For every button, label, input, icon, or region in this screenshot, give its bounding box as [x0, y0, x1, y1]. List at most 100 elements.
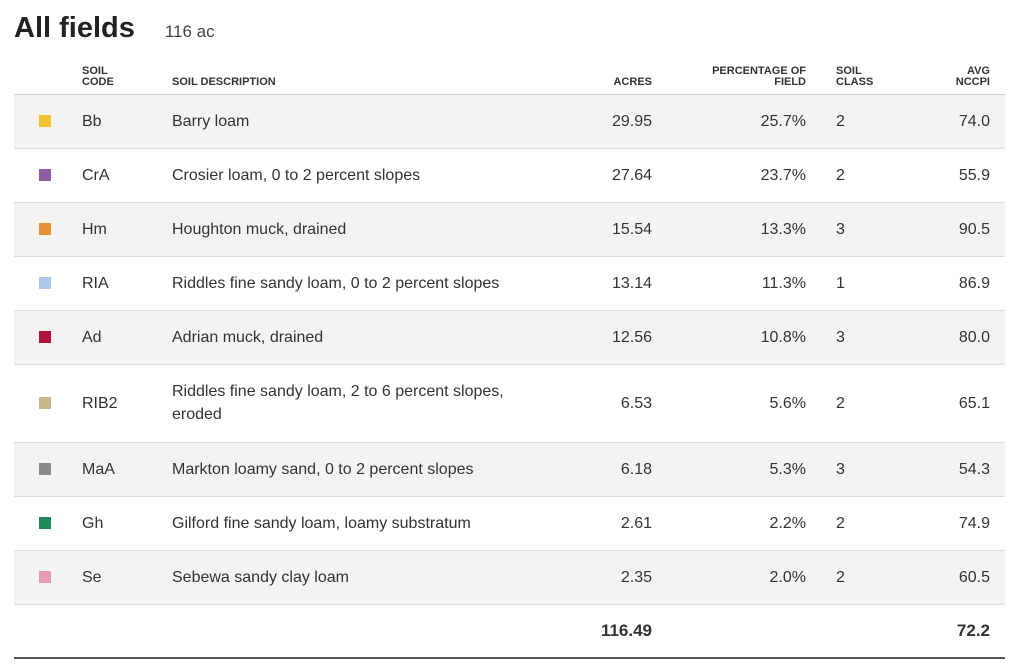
swatch-cell: [14, 256, 68, 311]
acres-cell: 15.54: [560, 202, 652, 257]
header-text: NCCPI: [955, 75, 990, 88]
description-cell: Gilford fine sandy loam, loamy substratu…: [158, 496, 560, 551]
soil-table: SOIL CODE SOIL DESCRIPTION ACRES PERCENTAGE …: [14, 58, 1005, 659]
description-cell: Riddles fine sandy loam, 0 to 2 percent …: [158, 256, 560, 311]
header-cell: [14, 58, 68, 95]
header-text: CLASS: [836, 75, 874, 88]
swatch: [39, 397, 51, 410]
swatch-cell: [14, 496, 68, 551]
percentage-cell: 11.3%: [652, 256, 806, 311]
acres-cell: 6.18: [560, 442, 652, 497]
acres-cell: 12.56: [560, 310, 652, 365]
class-cell: 2: [806, 94, 900, 149]
table-row: Hm Houghton muck, drained 15.54 13.3% 3 90.5: [14, 202, 1005, 257]
code-cell: Gh: [68, 496, 158, 551]
class-cell: 3: [806, 442, 900, 497]
nccpi-cell: 54.3: [900, 442, 1005, 497]
acres-cell: 29.95: [560, 94, 652, 149]
swatch-cell: [14, 202, 68, 257]
empty-cell: [14, 604, 68, 659]
total-acres: 116.49: [560, 604, 652, 659]
percentage-cell: 2.0%: [652, 550, 806, 605]
swatch-cell: [14, 94, 68, 149]
class-cell: 3: [806, 202, 900, 257]
nccpi-cell: 90.5: [900, 202, 1005, 257]
acres-cell: 6.53: [560, 364, 652, 443]
header-cell: SOIL DESCRIPTION: [158, 58, 560, 95]
table-row: Gh Gilford fine sandy loam, loamy substra…: [14, 496, 1005, 551]
swatch: [39, 331, 51, 344]
table-row: RIA Riddles fine sandy loam, 0 to 2 perce…: [14, 256, 1005, 311]
description-cell: Markton loamy sand, 0 to 2 percent slope…: [158, 442, 560, 497]
description-cell: Barry loam: [158, 94, 560, 149]
description-cell: Crosier loam, 0 to 2 percent slopes: [158, 148, 560, 203]
nccpi-cell: 74.0: [900, 94, 1005, 149]
header-cell: ACRES: [560, 58, 652, 95]
percentage-cell: 5.3%: [652, 442, 806, 497]
header-row: SOIL CODE SOIL DESCRIPTION ACRES PERCENTAGE …: [14, 58, 1005, 95]
swatch-cell: [14, 148, 68, 203]
swatch: [39, 463, 51, 476]
total-nccpi: 72.2: [900, 604, 1005, 659]
swatch: [39, 571, 51, 584]
empty-cell: [652, 604, 806, 659]
class-cell: 3: [806, 310, 900, 365]
code-cell: Bb: [68, 94, 158, 149]
nccpi-cell: 80.0: [900, 310, 1005, 365]
code-cell: Hm: [68, 202, 158, 257]
class-cell: 2: [806, 364, 900, 443]
nccpi-cell: 60.5: [900, 550, 1005, 605]
nccpi-cell: 55.9: [900, 148, 1005, 203]
swatch-cell: [14, 550, 68, 605]
header-cell: SOIL CODE: [68, 58, 158, 95]
description-cell: Sebewa sandy clay loam: [158, 550, 560, 605]
header-cell: SOIL CLASS: [806, 58, 900, 95]
code-cell: Se: [68, 550, 158, 605]
swatch: [39, 277, 51, 290]
nccpi-cell: 65.1: [900, 364, 1005, 443]
percentage-cell: 2.2%: [652, 496, 806, 551]
percentage-cell: 10.8%: [652, 310, 806, 365]
description-cell: Riddles fine sandy loam, 2 to 6 percent …: [158, 364, 560, 443]
header-text: AVG: [966, 64, 990, 77]
header-cell: PERCENTAGE OF FIELD: [652, 58, 806, 95]
description-cell: Adrian muck, drained: [158, 310, 560, 365]
code-cell: RIB2: [68, 364, 158, 443]
code-cell: CrA: [68, 148, 158, 203]
acres-cell: 2.35: [560, 550, 652, 605]
code-cell: Ad: [68, 310, 158, 365]
class-cell: 2: [806, 148, 900, 203]
header-text: ACRES: [613, 75, 652, 88]
acres-cell: 27.64: [560, 148, 652, 203]
swatch: [39, 223, 51, 236]
acres-cell: 2.61: [560, 496, 652, 551]
swatch: [39, 169, 51, 182]
total-area: 116 ac: [164, 22, 215, 41]
empty-cell: [68, 604, 158, 659]
header-text: SOIL: [836, 64, 862, 77]
empty-cell: [158, 604, 560, 659]
percentage-cell: 23.7%: [652, 148, 806, 203]
total-row: 116.49 72.2: [14, 604, 1005, 659]
percentage-cell: 5.6%: [652, 364, 806, 443]
table-row: Bb Barry loam 29.95 25.7% 2 74.0: [14, 94, 1005, 149]
class-cell: 2: [806, 496, 900, 551]
table-row: Ad Adrian muck, drained 12.56 10.8% 3 80.0: [14, 310, 1005, 365]
swatch-cell: [14, 364, 68, 443]
code-cell: RIA: [68, 256, 158, 311]
table-row: MaA Markton loamy sand, 0 to 2 percent sl…: [14, 442, 1005, 497]
header: All fields 116 ac: [14, 12, 215, 45]
header-text: PERCENTAGE OF: [712, 64, 806, 77]
title: All fields: [14, 12, 135, 44]
header-text: SOIL DESCRIPTION: [172, 75, 276, 88]
description-cell: Houghton muck, drained: [158, 202, 560, 257]
class-cell: 1: [806, 256, 900, 311]
nccpi-cell: 86.9: [900, 256, 1005, 311]
table-row: CrA Crosier loam, 0 to 2 percent slopes 27…: [14, 148, 1005, 203]
class-cell: 2: [806, 550, 900, 605]
header-text: SOIL: [82, 64, 108, 77]
table-row: Se Sebewa sandy clay loam 2.35 2.0% 2 60.5: [14, 550, 1005, 605]
code-cell: MaA: [68, 442, 158, 497]
acres-cell: 13.14: [560, 256, 652, 311]
